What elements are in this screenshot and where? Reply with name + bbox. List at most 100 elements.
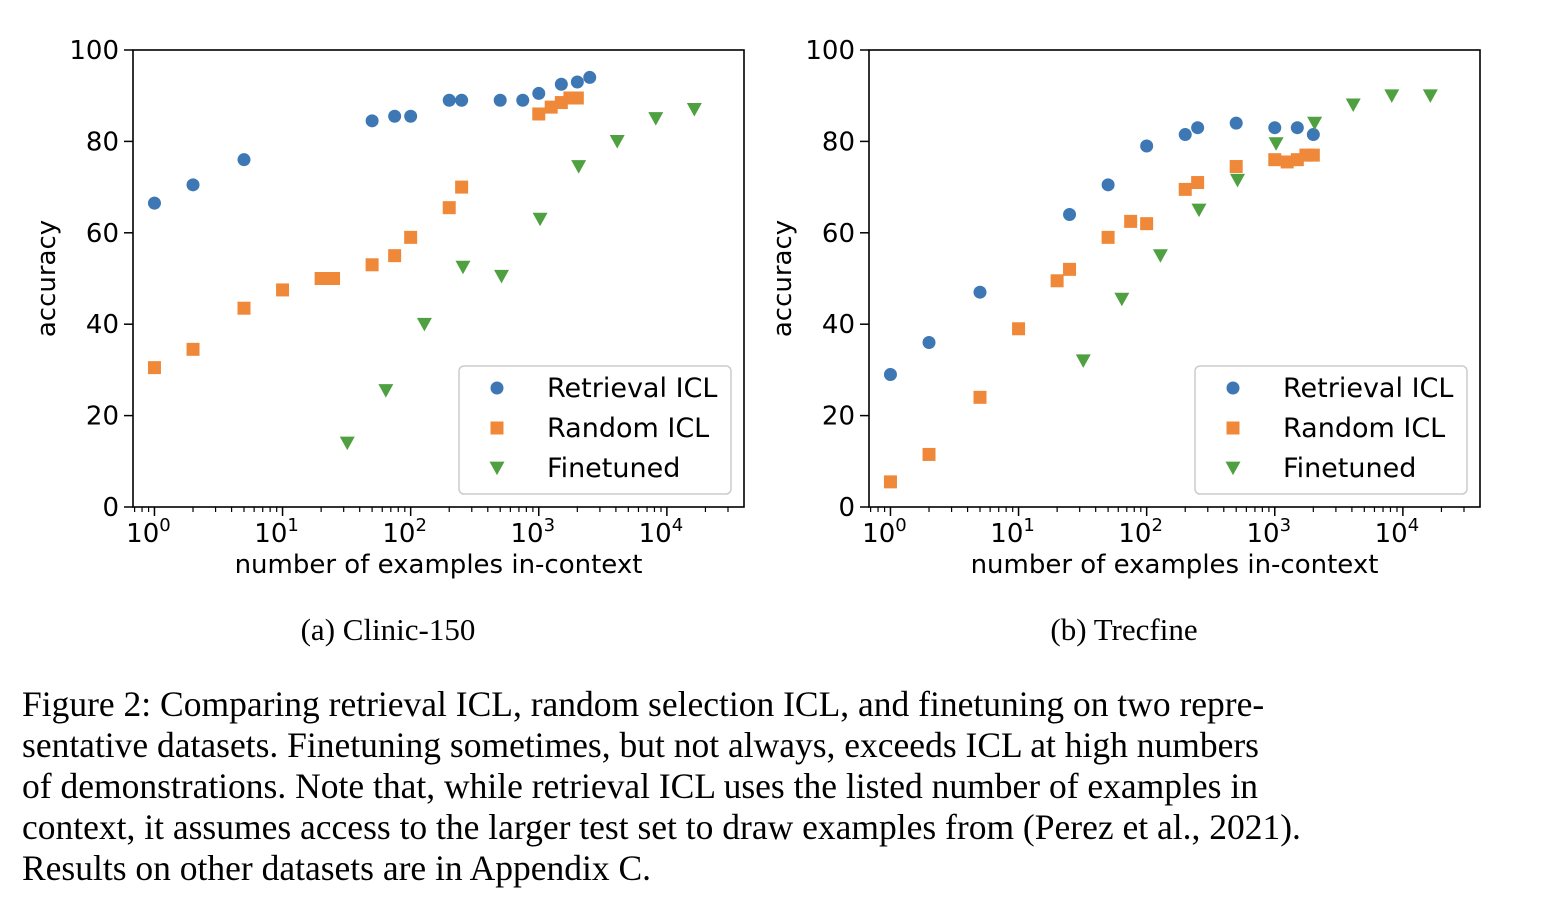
x-tick-exponent: 2 — [415, 515, 426, 536]
data-point — [388, 109, 402, 123]
data-point — [186, 178, 200, 192]
x-tick-exponent: 3 — [1280, 515, 1291, 536]
y-tick-label: 80 — [822, 127, 855, 157]
data-point — [276, 283, 290, 297]
data-point — [388, 249, 402, 263]
data-point — [570, 75, 584, 89]
data-point — [1191, 203, 1207, 218]
data-point — [455, 180, 469, 194]
x-tick-base: 10 — [1246, 519, 1279, 549]
y-tick-label: 100 — [69, 36, 119, 66]
data-point — [1306, 148, 1320, 162]
data-point — [404, 109, 418, 123]
x-tick-exponent: 0 — [895, 515, 906, 536]
caption-line: of demonstrations. Note that, while retr… — [22, 766, 1258, 806]
x-tick-base: 10 — [1375, 519, 1408, 549]
data-point — [339, 436, 355, 451]
x-tick-exponent: 4 — [1408, 515, 1419, 536]
data-point — [1306, 128, 1320, 142]
y-axis-label: accuracy — [32, 220, 62, 337]
legend-label: Random ICL — [1283, 413, 1445, 444]
data-point — [365, 258, 379, 272]
data-point — [1012, 322, 1026, 336]
series-finetuned — [339, 103, 702, 451]
data-point — [237, 153, 251, 167]
data-point — [570, 91, 584, 105]
data-point — [922, 335, 936, 349]
data-point — [583, 70, 597, 84]
data-point — [442, 93, 456, 107]
x-axis-label: number of examples in-context — [235, 550, 643, 580]
x-tick-exponent: 3 — [544, 515, 555, 536]
data-point — [327, 272, 341, 285]
subfigure-caption: (a) Clinic-150 — [301, 612, 476, 647]
data-point — [532, 86, 546, 100]
y-tick-label: 60 — [822, 219, 855, 249]
data-point — [1063, 208, 1077, 222]
data-point — [314, 272, 328, 285]
x-tick-label: 103 — [1246, 515, 1291, 549]
series-retrieval-icl — [147, 70, 597, 210]
figure-caption: Figure 2: Comparing retrieval ICL, rando… — [22, 684, 1522, 889]
data-point — [1307, 116, 1323, 131]
legend-label: Random ICL — [547, 413, 709, 444]
data-point — [973, 285, 987, 299]
series-finetuned — [1075, 89, 1438, 368]
data-point — [1230, 173, 1246, 188]
x-tick-label: 101 — [254, 515, 299, 549]
legend-marker — [1226, 421, 1240, 435]
x-axis-label: number of examples in-context — [971, 550, 1379, 580]
data-point — [516, 93, 530, 107]
legend-frame — [1194, 365, 1468, 495]
data-point — [455, 260, 471, 275]
data-point — [494, 269, 510, 284]
data-point — [1268, 153, 1282, 167]
data-point — [455, 93, 469, 107]
y-tick-label: 80 — [86, 127, 119, 157]
legend-marker — [1226, 381, 1240, 395]
data-point — [544, 100, 558, 114]
plot-area-frame — [132, 49, 745, 508]
data-point — [1268, 137, 1284, 151]
series-random-icl — [147, 91, 584, 375]
data-point — [1191, 121, 1205, 135]
data-point — [1422, 89, 1438, 103]
data-point — [686, 103, 702, 117]
y-axis-label: accuracy — [768, 220, 798, 337]
legend-marker — [490, 381, 504, 395]
data-point — [147, 361, 161, 375]
data-point — [404, 230, 418, 244]
x-tick-label: 102 — [382, 515, 427, 549]
data-point — [1229, 160, 1243, 174]
data-point — [1345, 98, 1361, 112]
plot-area-frame — [868, 49, 1481, 508]
caption-line: context, it assumes access to the larger… — [22, 807, 1301, 847]
x-tick-exponent: 1 — [1023, 515, 1034, 536]
data-point — [648, 112, 664, 126]
series-retrieval-icl — [883, 116, 1320, 381]
data-point — [442, 201, 456, 215]
data-point — [416, 317, 432, 332]
data-point — [1280, 155, 1294, 169]
y-tick-label: 20 — [822, 402, 855, 432]
x-tick-base: 10 — [862, 519, 895, 549]
x-tick-exponent: 2 — [1151, 515, 1162, 536]
y-tick-label: 40 — [86, 310, 119, 340]
data-point — [493, 93, 507, 107]
x-tick-exponent: 4 — [672, 515, 683, 536]
legend-label: Retrieval ICL — [547, 373, 717, 404]
x-tick-base: 10 — [510, 519, 543, 549]
data-point — [1050, 274, 1064, 288]
y-tick-label: 60 — [86, 219, 119, 249]
caption-line: Figure 2: Comparing retrieval ICL, rando… — [22, 684, 1265, 724]
y-tick-label: 0 — [838, 493, 855, 523]
legend-marker — [1225, 461, 1241, 476]
y-tick-label: 100 — [805, 36, 855, 66]
x-tick-label: 101 — [990, 515, 1035, 549]
data-point — [1101, 230, 1115, 244]
x-tick-base: 10 — [1118, 519, 1151, 549]
x-tick-base: 10 — [254, 519, 287, 549]
x-tick-label: 104 — [639, 515, 684, 549]
